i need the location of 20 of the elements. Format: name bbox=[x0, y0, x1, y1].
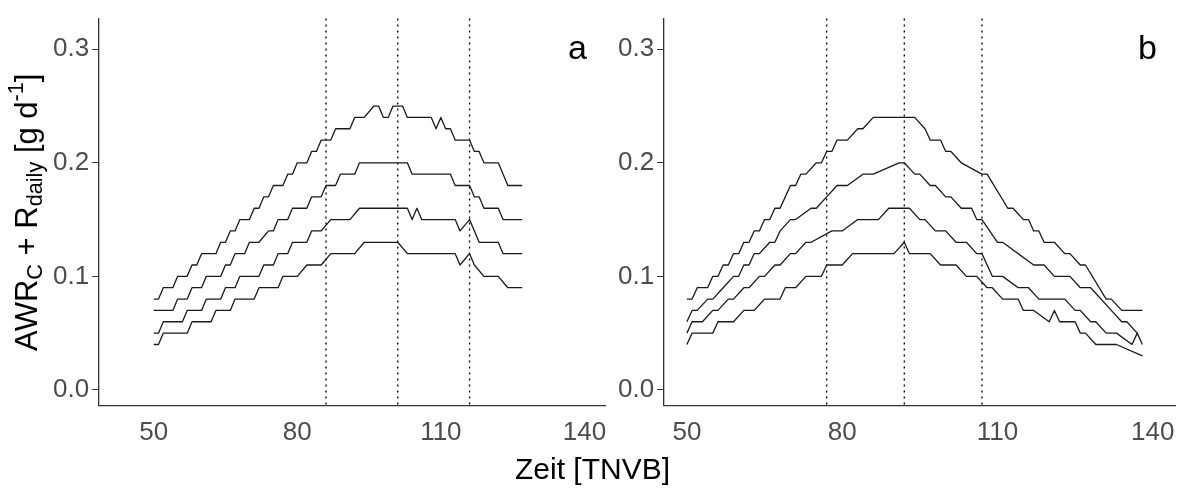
x-tick-label: 80 bbox=[827, 415, 857, 446]
x-tick-label: 110 bbox=[976, 415, 1019, 446]
x-tick-label: 140 bbox=[1131, 415, 1175, 446]
x-tick-label: 50 bbox=[672, 415, 702, 446]
y-tick-label: 0.3 bbox=[52, 32, 90, 63]
x-tick-label: 80 bbox=[282, 415, 312, 446]
y-axis-title: AWRC + Rdaily [g d-1] bbox=[3, 73, 47, 351]
x-axis-title: Zeit [TNVB] bbox=[514, 452, 671, 486]
y-tick-label: 0.0 bbox=[52, 373, 90, 404]
y-tick-label: 0.3 bbox=[617, 32, 655, 63]
y-tick-label: 0.1 bbox=[617, 259, 655, 290]
annotation: b bbox=[1138, 27, 1157, 66]
y-tick-label: 0.2 bbox=[52, 145, 90, 176]
x-tick-label: 110 bbox=[420, 415, 462, 446]
y-tick-label: 0.0 bbox=[617, 373, 655, 404]
y-tick-label: 0.1 bbox=[52, 259, 90, 290]
annotation: a bbox=[568, 27, 588, 66]
y-tick-label: 0.2 bbox=[617, 145, 655, 176]
x-tick-label: 140 bbox=[562, 415, 607, 446]
x-tick-label: 50 bbox=[139, 415, 169, 446]
